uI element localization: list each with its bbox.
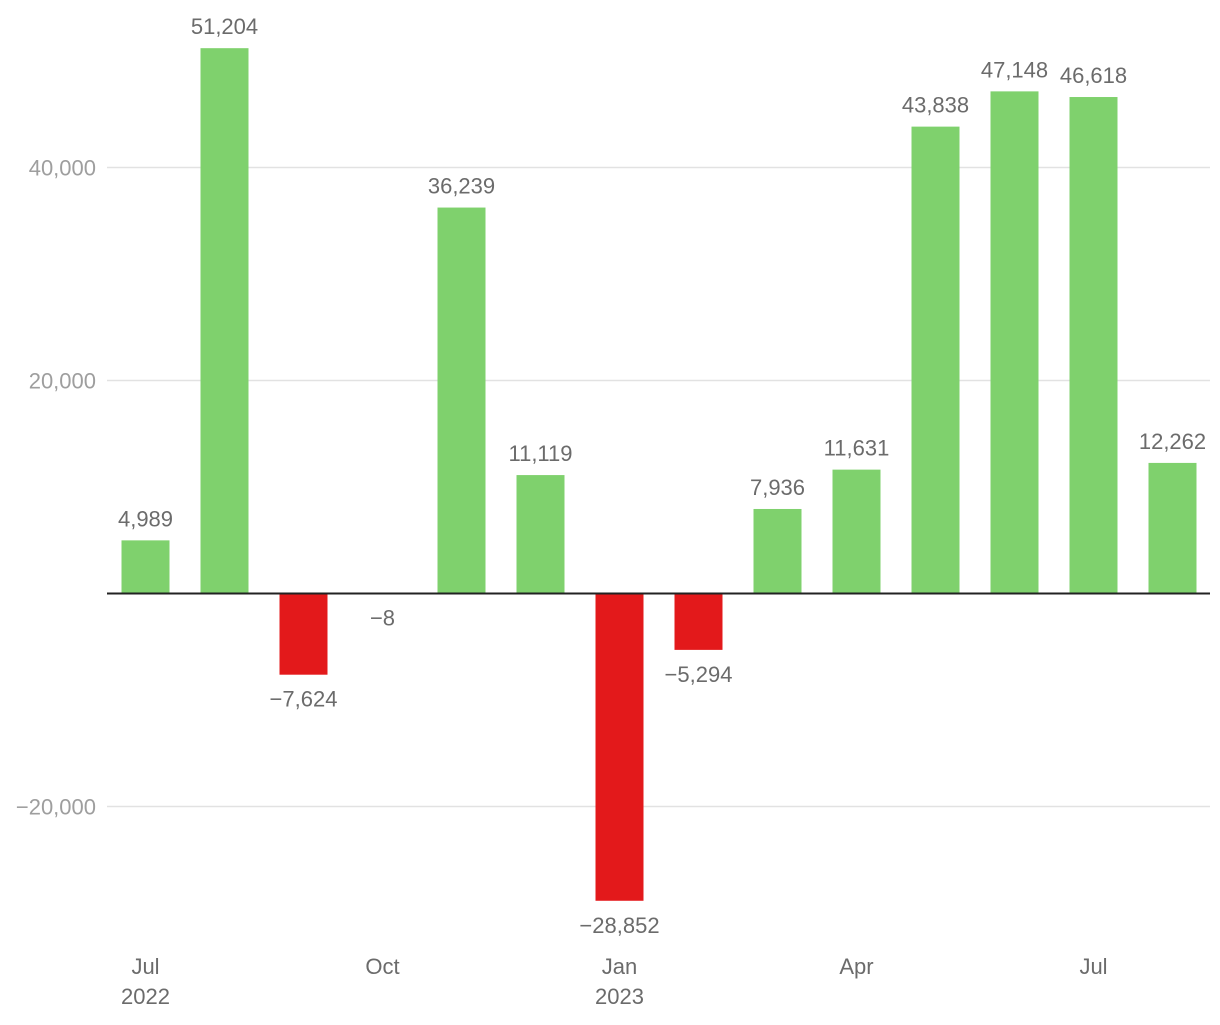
x-tick-label: Oct bbox=[365, 954, 399, 979]
bar bbox=[990, 91, 1039, 594]
y-axis-labels: −20,000 20,000 40,000 bbox=[16, 156, 96, 820]
data-label: −5,294 bbox=[665, 662, 733, 687]
data-label: −7,624 bbox=[270, 687, 338, 712]
data-label: 4,989 bbox=[118, 506, 173, 531]
x-tick-label: Jul bbox=[131, 954, 159, 979]
data-label: 51,204 bbox=[191, 14, 258, 39]
bar bbox=[200, 48, 249, 594]
bar bbox=[911, 126, 960, 594]
bar bbox=[753, 508, 802, 594]
x-tick-year-label: 2023 bbox=[595, 984, 644, 1009]
y-tick-label: 40,000 bbox=[29, 156, 96, 181]
data-label: −8 bbox=[370, 606, 395, 631]
bars bbox=[121, 48, 1197, 901]
data-label: 7,936 bbox=[750, 475, 805, 500]
bar bbox=[595, 593, 644, 901]
bar bbox=[1148, 462, 1197, 594]
data-label: 11,119 bbox=[508, 441, 572, 466]
bar bbox=[121, 540, 170, 594]
y-tick-label: −20,000 bbox=[16, 795, 96, 820]
x-tick-label: Jul bbox=[1079, 954, 1107, 979]
bar bbox=[279, 593, 328, 675]
bar bbox=[832, 469, 881, 594]
data-labels: 4,989 51,204 −7,624 −8 36,239 11,119 −28,852 −5… bbox=[118, 14, 1206, 938]
x-tick-label: Apr bbox=[839, 954, 873, 979]
bar bbox=[516, 475, 565, 594]
data-label: 47,148 bbox=[981, 57, 1048, 82]
bar bbox=[674, 593, 723, 650]
x-tick-year-label: 2022 bbox=[121, 984, 170, 1009]
data-label: 11,631 bbox=[824, 436, 890, 461]
data-label: 43,838 bbox=[902, 93, 969, 118]
bar bbox=[1069, 97, 1118, 594]
bar bbox=[437, 207, 486, 594]
data-label: −28,852 bbox=[579, 913, 659, 938]
x-axis-labels: Jul 2022 Oct Jan 2023 Apr Jul bbox=[121, 954, 1108, 1009]
data-label: 36,239 bbox=[428, 174, 495, 199]
x-tick-label: Jan bbox=[602, 954, 637, 979]
y-tick-label: 20,000 bbox=[29, 369, 96, 394]
data-label: 46,618 bbox=[1060, 63, 1127, 88]
data-label: 12,262 bbox=[1139, 429, 1206, 454]
